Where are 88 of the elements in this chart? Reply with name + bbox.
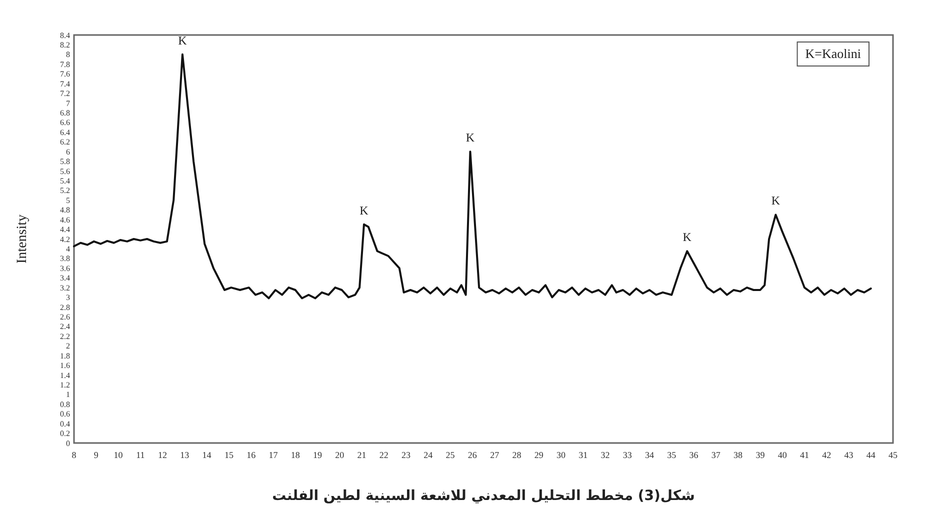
y-tick-label: 6 [66,147,70,156]
y-tick-label: 4.2 [60,234,70,244]
y-tick-label: 2 [66,342,70,351]
y-tick-label: 5 [66,196,70,205]
y-tick-label: 3.6 [60,264,70,273]
y-tick-label: 7 [66,98,70,108]
y-tick-label: 2.4 [60,322,70,332]
y-tick-label: 7.6 [60,70,70,79]
y-tick-label: 4.6 [60,215,70,224]
y-tick-label: 3 [66,293,70,302]
x-tick-label: 39 [756,450,766,460]
x-tick-label: 28 [512,450,522,460]
y-tick-label: 1.4 [60,370,70,380]
x-tick-label: 18 [290,450,300,460]
x-tick-label: 10 [114,450,124,460]
x-tick-label: 21 [357,450,366,460]
x-tick-label: 29 [534,450,544,460]
y-tick-label: 1.2 [60,380,70,390]
y-tick-label: 6.6 [60,118,70,128]
y-tick-label: 0 [66,438,70,448]
x-tick-label: 38 [734,450,744,460]
y-tick-label: 7.8 [60,60,70,69]
y-tick-label: 2.6 [60,312,70,322]
y-tick-label: 3.8 [60,254,70,264]
x-tick-label: 26 [468,450,478,460]
y-tick-label: 6.2 [60,138,70,147]
x-tick-label: 13 [180,450,190,460]
y-tick-label: 4.8 [60,206,70,215]
x-tick-label: 27 [490,450,500,460]
x-tick-label: 32 [600,450,610,460]
y-tick-label: 8.4 [60,30,70,40]
y-tick-label: 0.4 [60,419,70,428]
y-tick-label: 4 [66,244,70,254]
x-tick-label: 23 [402,450,412,460]
x-tick-label: 36 [689,450,699,460]
x-tick-label: 17 [268,450,278,460]
annotation: K [360,203,369,218]
x-tick-label: 42 [822,450,832,460]
y-tick-label: 1.6 [60,361,70,370]
x-tick-label: 45 [888,450,898,460]
x-tick-label: 44 [866,450,876,460]
y-tick-label: 8 [66,50,70,60]
y-tick-label: 5.2 [60,186,70,196]
x-tick-label: 11 [136,450,145,460]
annotation: K [771,194,780,208]
y-tick-label: 6.8 [60,108,70,118]
y-tick-label: 4.4 [60,225,70,234]
y-tick-label: 3.2 [60,283,70,292]
annotation: K [466,130,475,145]
y-tick-label: 1 [66,390,70,400]
x-tick-label: 34 [645,450,655,460]
x-tick-label: 31 [578,450,588,460]
x-tick-label: 14 [202,450,212,460]
x-tick-label: 33 [622,450,632,460]
y-tick-label: 5.4 [60,176,70,186]
x-tick-label: 9 [94,450,99,460]
y-tick-label: 5.8 [60,157,70,166]
y-tick-label: 8.2 [60,40,70,50]
annotation: K [682,230,692,244]
x-tick-label: 12 [158,450,168,460]
annotation: K=Kaolini [805,46,862,61]
y-tick-label: 7.2 [60,89,70,98]
x-tick-label: 16 [246,450,256,460]
y-tick-label: 1.8 [60,351,70,360]
x-tick-label: 25 [446,450,456,460]
x-tick-label: 22 [379,450,388,460]
x-axis-title: شكل(3) مخطط التحليل المعدني للاشعة السينية لطين الفلنت [272,488,695,504]
x-tick-label: 40 [778,450,788,460]
x-tick-label: 41 [800,450,809,460]
annotation: K [178,33,188,48]
x-tick-label: 24 [424,450,434,460]
y-tick-label: 5.6 [60,166,70,176]
y-tick-label: 2.2 [60,332,70,341]
x-tick-label: 30 [556,450,566,460]
x-tick-label: 20 [335,450,345,460]
y-tick-label: 2.8 [60,302,70,312]
x-tick-label: 15 [224,450,234,460]
y-tick-label: 7.4 [60,79,70,88]
y-tick-label: 6.4 [60,128,70,137]
y-tick-label: 0.6 [60,410,70,419]
y-tick-label: 0.8 [60,400,70,409]
x-tick-label: 35 [667,450,677,460]
y-tick-label: 3.4 [60,274,70,283]
y-axis-title: Intensity [15,214,30,264]
x-tick-label: 37 [711,450,721,460]
y-tick-label: 0.2 [60,429,70,438]
x-tick-label: 19 [312,450,322,460]
x-tick-label: 43 [844,450,854,460]
